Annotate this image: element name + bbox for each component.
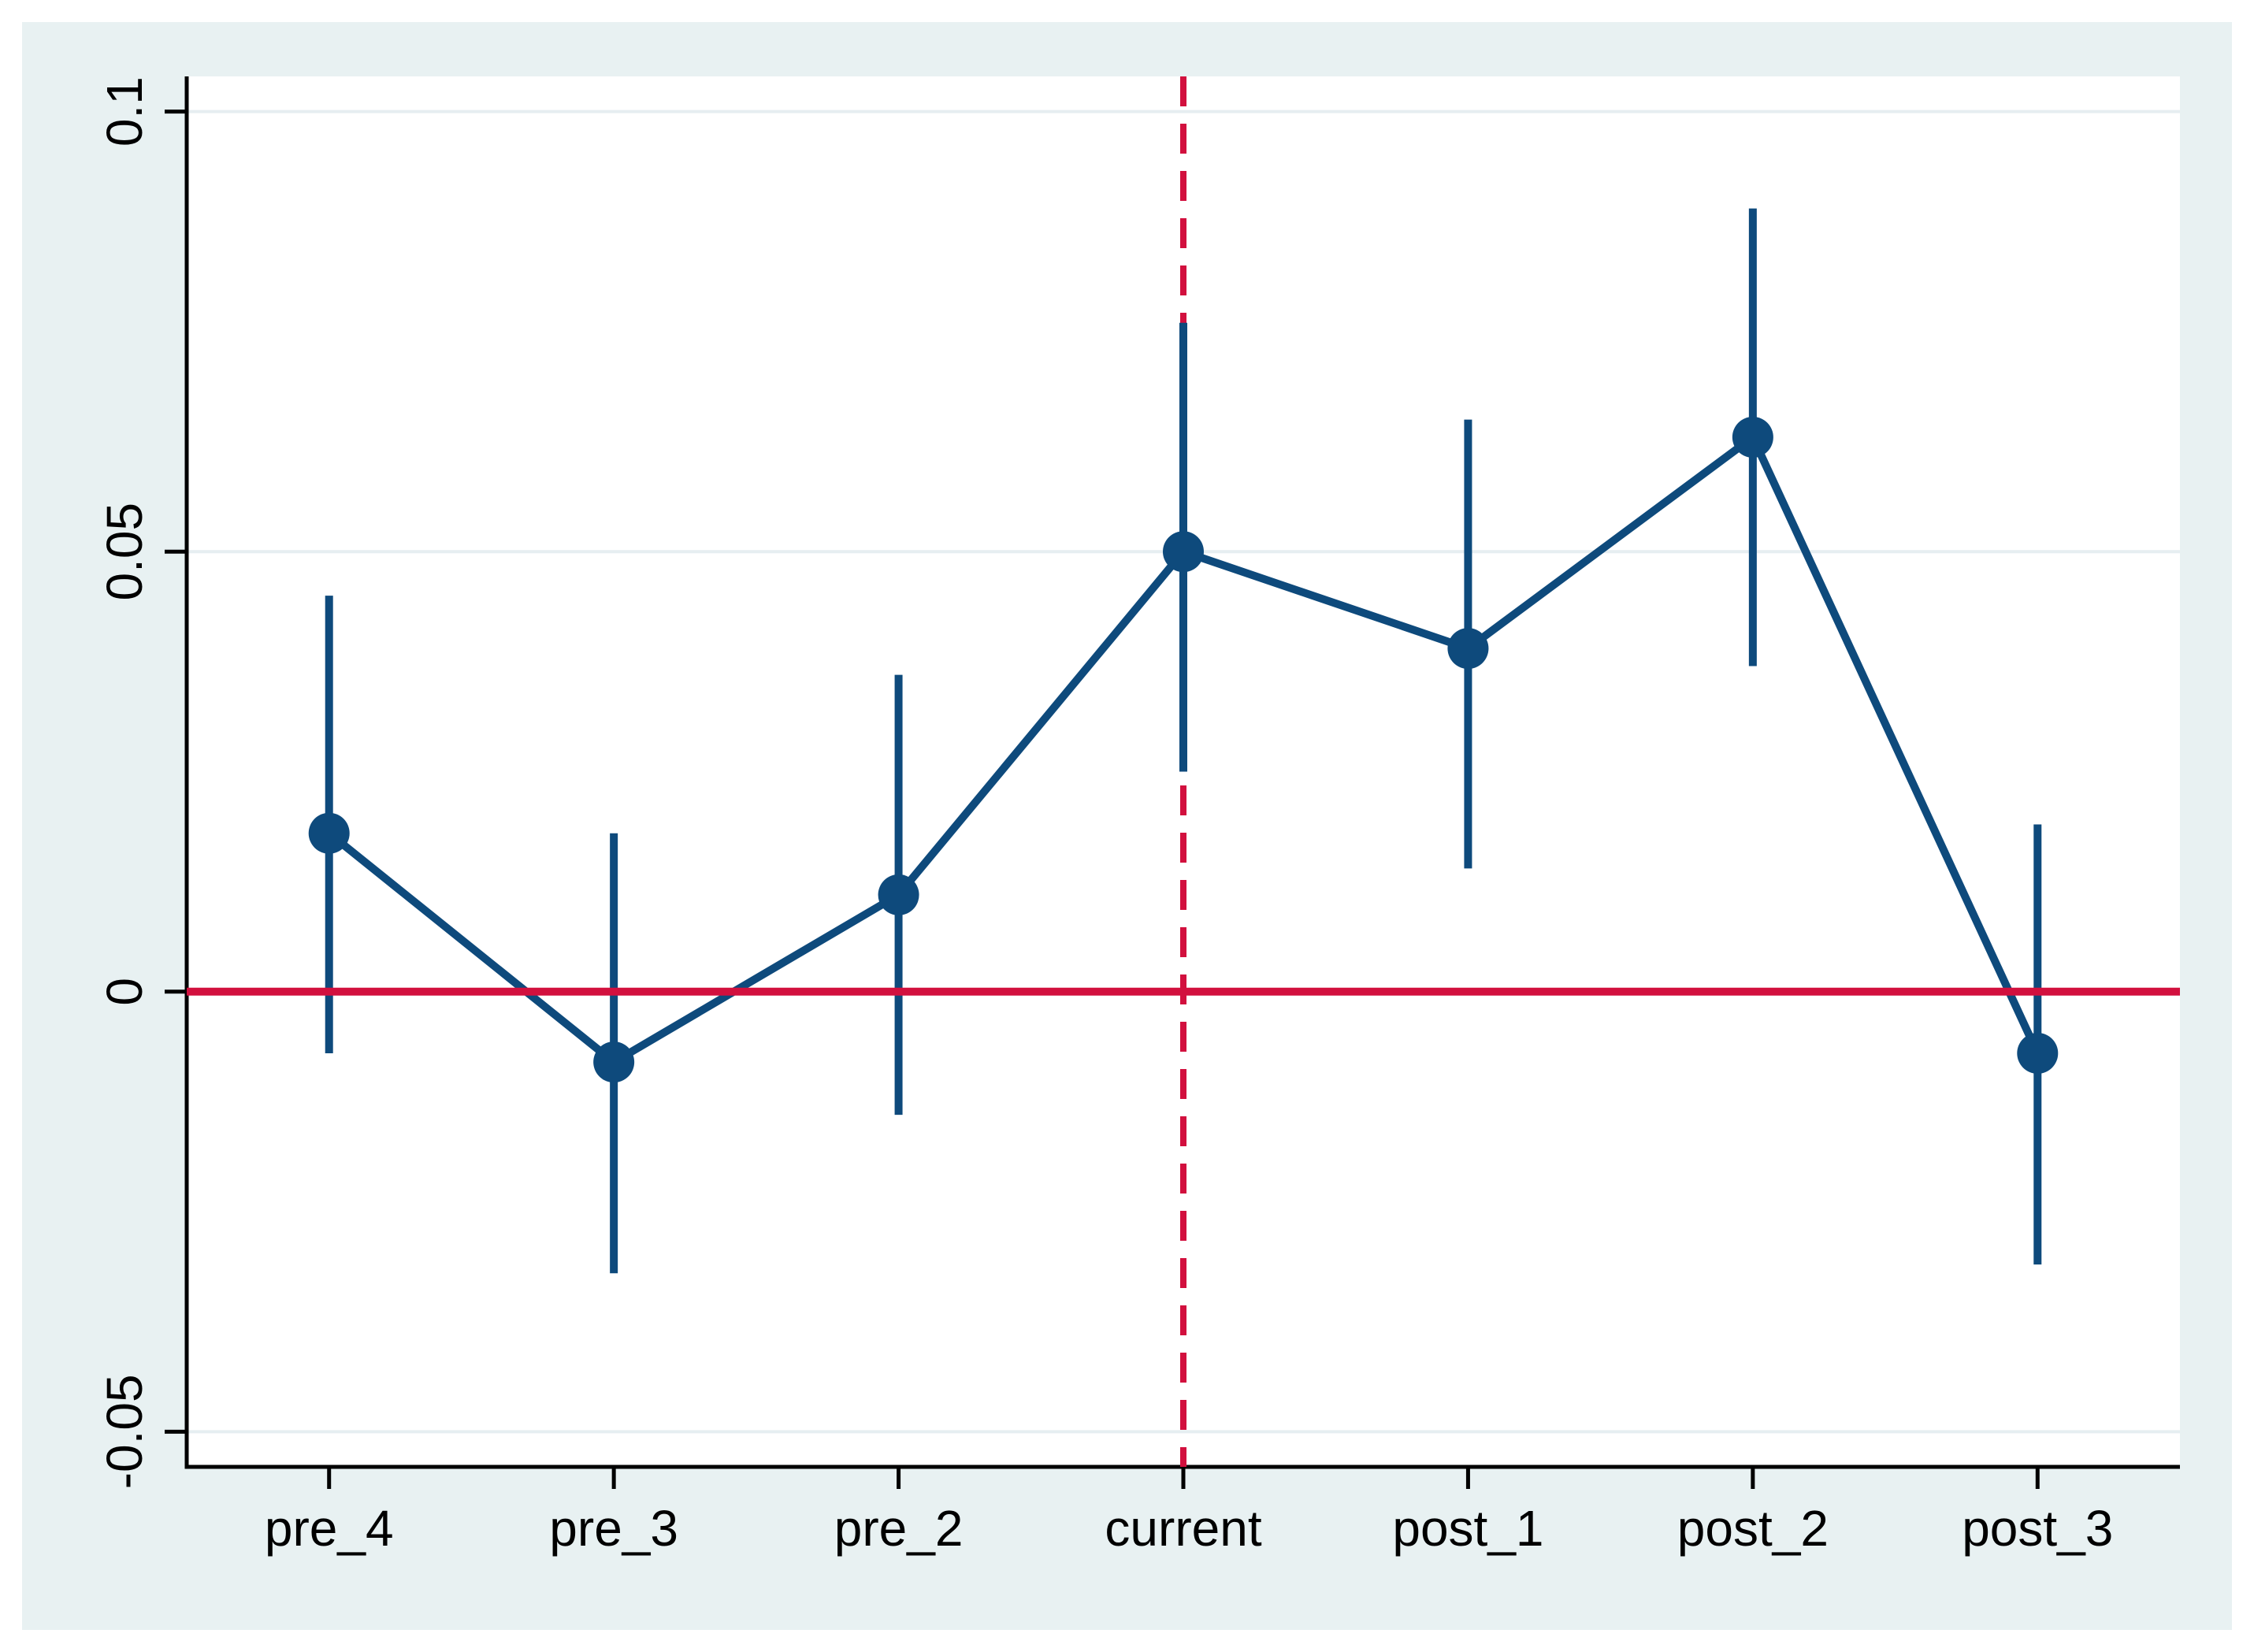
y-tick-label-3: 0.1 (96, 76, 153, 147)
y-tick-label-0: -0.05 (96, 1374, 153, 1489)
estimate-marker-0 (308, 812, 350, 854)
estimate-marker-1 (593, 1041, 635, 1083)
x-tick-label-1: pre_3 (549, 1500, 678, 1557)
x-tick-label-0: pre_4 (265, 1500, 394, 1557)
y-tick-label-1: 0 (96, 978, 153, 1006)
x-tick-label-3: current (1105, 1500, 1261, 1557)
x-tick-label-6: post_3 (1962, 1500, 2113, 1557)
estimate-marker-6 (2017, 1032, 2059, 1074)
x-tick-label-4: post_1 (1392, 1500, 1543, 1557)
estimate-marker-4 (1447, 628, 1489, 670)
x-tick-label-2: pre_2 (834, 1500, 964, 1557)
estimate-marker-5 (1732, 417, 1773, 458)
y-tick-label-2: 0.05 (96, 503, 153, 601)
estimate-marker-2 (878, 874, 919, 915)
estimate-marker-3 (1163, 531, 1204, 573)
x-tick-label-5: post_2 (1677, 1500, 1829, 1557)
